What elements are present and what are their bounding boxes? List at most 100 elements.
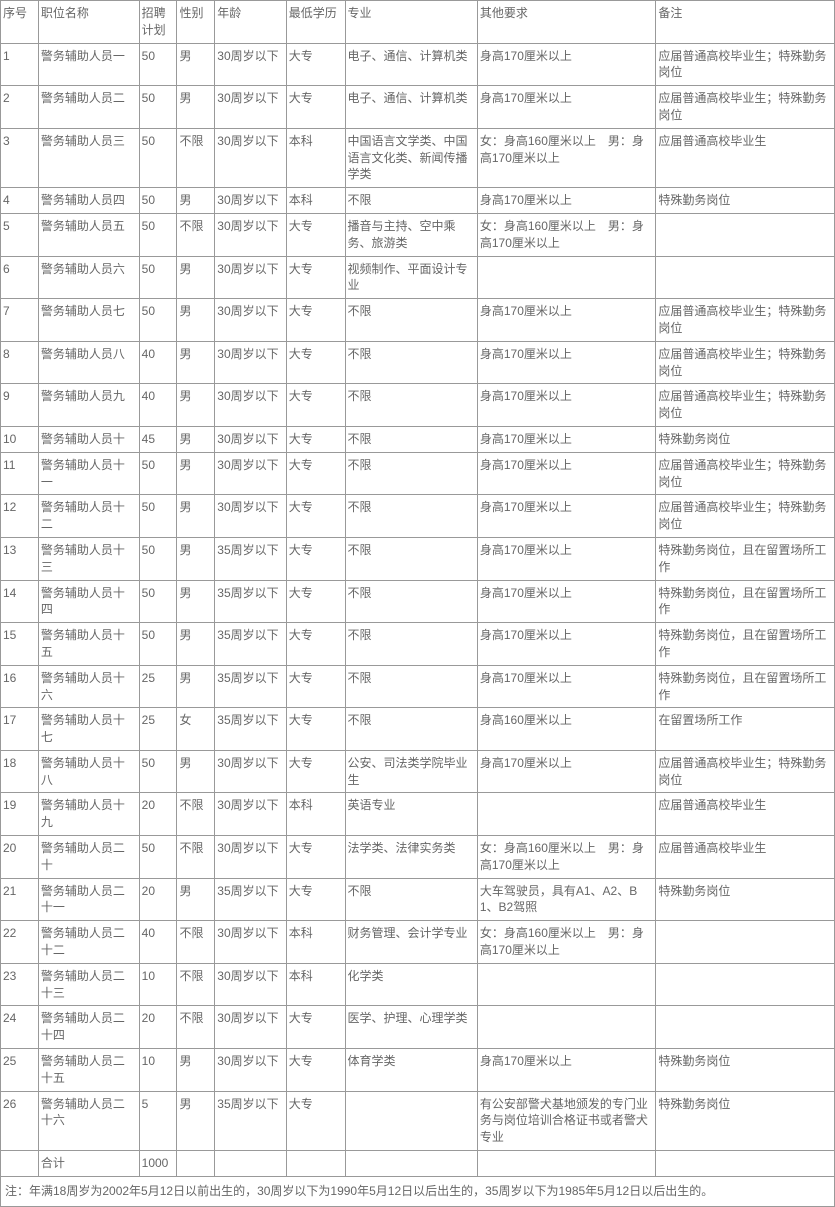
cell: 男: [177, 623, 215, 666]
table-row: 8警务辅助人员八40男30周岁以下大专不限身高170厘米以上应届普通高校毕业生；…: [1, 341, 835, 384]
cell: 身高170厘米以上: [477, 495, 656, 538]
total-cell: [656, 1151, 835, 1177]
cell: 应届普通高校毕业生: [656, 793, 835, 836]
cell: 应届普通高校毕业生；特殊勤务岗位: [656, 452, 835, 495]
cell: 警务辅助人员三: [38, 128, 139, 187]
cell: 2: [1, 86, 39, 129]
cell: 身高170厘米以上: [477, 665, 656, 708]
table-row: 21警务辅助人员二十一20男35周岁以下大专不限大车驾驶员，具有A1、A2、B1…: [1, 878, 835, 921]
cell: 不限: [345, 426, 477, 452]
cell: 不限: [345, 452, 477, 495]
cell: 不限: [345, 580, 477, 623]
table-row: 11警务辅助人员十一50男30周岁以下大专不限身高170厘米以上应届普通高校毕业…: [1, 452, 835, 495]
table-row: 19警务辅助人员十九20不限30周岁以下本科英语专业应届普通高校毕业生: [1, 793, 835, 836]
table-row: 23警务辅助人员二十三10不限30周岁以下本科化学类: [1, 963, 835, 1006]
cell: 男: [177, 878, 215, 921]
cell: 50: [139, 537, 177, 580]
cell: 不限: [345, 384, 477, 427]
cell: 大专: [286, 623, 345, 666]
col-header-1: 职位名称: [38, 1, 139, 44]
cell: 应届普通高校毕业生；特殊勤务岗位: [656, 384, 835, 427]
cell: 警务辅助人员二十三: [38, 963, 139, 1006]
cell: 身高170厘米以上: [477, 341, 656, 384]
cell: 警务辅助人员二十二: [38, 921, 139, 964]
cell: 警务辅助人员二十五: [38, 1049, 139, 1092]
cell: 30周岁以下: [215, 452, 286, 495]
cell: 身高170厘米以上: [477, 86, 656, 129]
cell: 在留置场所工作: [656, 708, 835, 751]
cell: 大专: [286, 426, 345, 452]
cell: 大专: [286, 580, 345, 623]
cell: 警务辅助人员二十一: [38, 878, 139, 921]
cell: 本科: [286, 188, 345, 214]
table-body: 1警务辅助人员一50男30周岁以下大专电子、通信、计算机类身高170厘米以上应届…: [1, 43, 835, 1150]
cell: 19: [1, 793, 39, 836]
cell: 大专: [286, 1091, 345, 1150]
cell: 男: [177, 256, 215, 299]
cell: [477, 256, 656, 299]
table-row: 10警务辅助人员十45男30周岁以下大专不限身高170厘米以上特殊勤务岗位: [1, 426, 835, 452]
cell: 23: [1, 963, 39, 1006]
cell: 不限: [345, 188, 477, 214]
col-header-4: 年龄: [215, 1, 286, 44]
cell: 16: [1, 665, 39, 708]
cell: 警务辅助人员二十六: [38, 1091, 139, 1150]
cell: 大专: [286, 495, 345, 538]
cell: 不限: [177, 1006, 215, 1049]
total-cell: 合计: [38, 1151, 139, 1177]
cell: 10: [1, 426, 39, 452]
cell: 本科: [286, 128, 345, 187]
cell: 30周岁以下: [215, 963, 286, 1006]
cell: 警务辅助人员十七: [38, 708, 139, 751]
col-header-0: 序号: [1, 1, 39, 44]
cell: 30周岁以下: [215, 495, 286, 538]
cell: 4: [1, 188, 39, 214]
cell: 身高170厘米以上: [477, 623, 656, 666]
cell: 不限: [177, 128, 215, 187]
cell: [656, 1006, 835, 1049]
cell: 女：身高160厘米以上 男：身高170厘米以上: [477, 128, 656, 187]
table-row: 6警务辅助人员六50男30周岁以下大专视频制作、平面设计专业: [1, 256, 835, 299]
cell: 警务辅助人员十一: [38, 452, 139, 495]
cell: 特殊勤务岗位: [656, 878, 835, 921]
cell: 男: [177, 426, 215, 452]
cell: 男: [177, 580, 215, 623]
cell: 警务辅助人员十二: [38, 495, 139, 538]
cell: 不限: [177, 963, 215, 1006]
cell: 身高170厘米以上: [477, 580, 656, 623]
cell: 身高170厘米以上: [477, 1049, 656, 1092]
cell: 警务辅助人员九: [38, 384, 139, 427]
cell: 6: [1, 256, 39, 299]
cell: 25: [139, 708, 177, 751]
cell: 警务辅助人员四: [38, 188, 139, 214]
cell: 身高170厘米以上: [477, 299, 656, 342]
cell: 21: [1, 878, 39, 921]
cell: 警务辅助人员五: [38, 213, 139, 256]
cell: 男: [177, 495, 215, 538]
cell: 电子、通信、计算机类: [345, 86, 477, 129]
cell: 本科: [286, 921, 345, 964]
cell: 身高170厘米以上: [477, 426, 656, 452]
cell: 警务辅助人员十九: [38, 793, 139, 836]
cell: 13: [1, 537, 39, 580]
cell: 9: [1, 384, 39, 427]
total-cell: [286, 1151, 345, 1177]
cell: 警务辅助人员二十: [38, 836, 139, 879]
cell: 45: [139, 426, 177, 452]
cell: 身高170厘米以上: [477, 188, 656, 214]
cell: [477, 963, 656, 1006]
cell: 男: [177, 86, 215, 129]
cell: 50: [139, 86, 177, 129]
cell: 30周岁以下: [215, 256, 286, 299]
cell: 50: [139, 128, 177, 187]
cell: 电子、通信、计算机类: [345, 43, 477, 86]
table-header: 序号职位名称招聘计划性别年龄最低学历专业其他要求备注: [1, 1, 835, 44]
table-row: 20警务辅助人员二十50不限30周岁以下大专法学类、法律实务类女：身高160厘米…: [1, 836, 835, 879]
cell: 3: [1, 128, 39, 187]
cell: 10: [139, 1049, 177, 1092]
cell: 5: [139, 1091, 177, 1150]
cell: 男: [177, 537, 215, 580]
cell: 大专: [286, 537, 345, 580]
cell: 大车驾驶员，具有A1、A2、B1、B2驾照: [477, 878, 656, 921]
table-row: 1警务辅助人员一50男30周岁以下大专电子、通信、计算机类身高170厘米以上应届…: [1, 43, 835, 86]
